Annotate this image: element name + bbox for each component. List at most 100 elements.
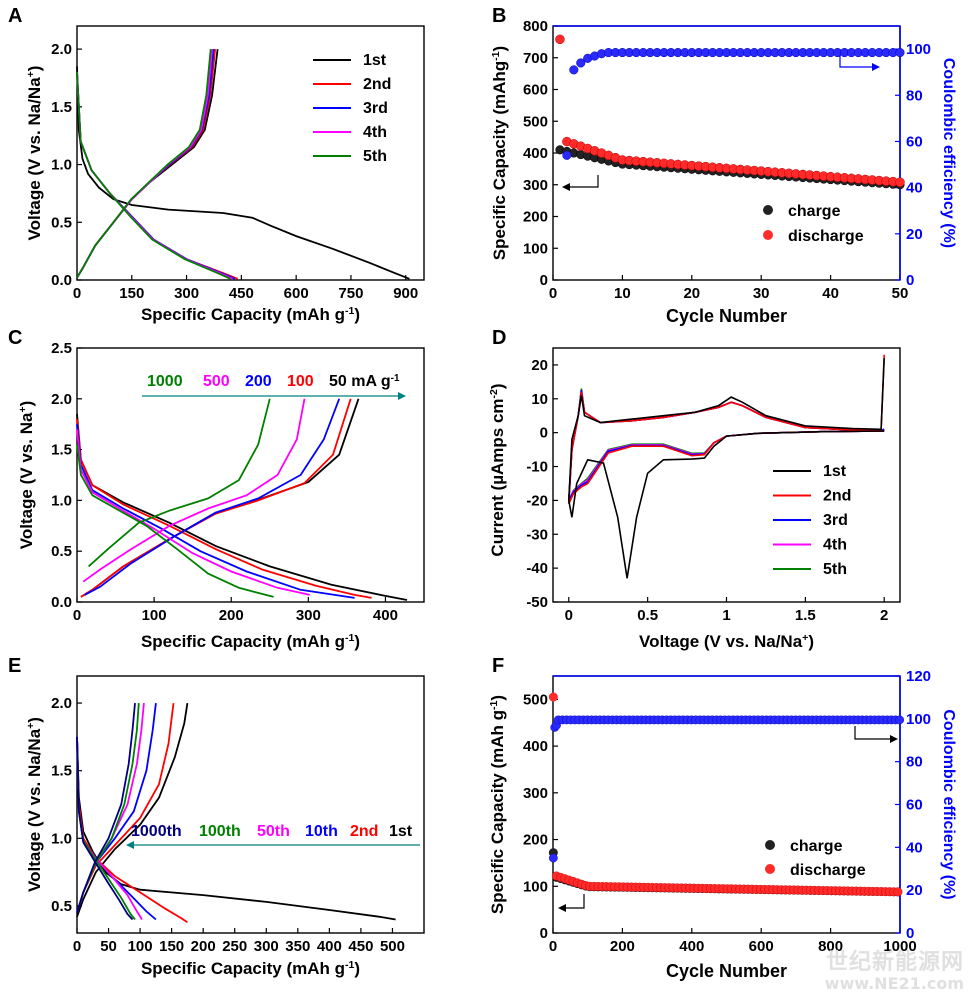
x-tick-label: 450 [348, 938, 373, 955]
capacity-arrowhead [558, 904, 566, 912]
x-tick-label: 350 [285, 938, 310, 955]
y-tick-label: 100 [523, 878, 548, 895]
y-tick-label: 600 [523, 82, 548, 99]
x-tick-label: 1000 [883, 938, 916, 955]
label-superscript: + [17, 406, 29, 412]
rate-label: 200 [245, 373, 272, 390]
y-tick-label: -50 [526, 594, 548, 611]
y2-tick-label: 100 [906, 711, 931, 728]
legend-label: 1st [823, 463, 847, 480]
y-tick-label: 2.0 [51, 391, 72, 408]
legend-label: 1st [363, 52, 387, 69]
x-tick-label: 800 [818, 938, 843, 955]
x-tick-label: 500 [380, 938, 405, 955]
series-line-3rd [568, 390, 885, 501]
panel-b: 0 10 20 30 40 5001002003004005006007008000204… [490, 5, 957, 326]
label-superscript: -1 [345, 305, 355, 317]
y-tick-label: 10 [531, 391, 548, 408]
x-tick-label: 0 [549, 938, 557, 955]
label-text: Specific Capacity (mAh g [488, 710, 507, 914]
legend-label: 2nd [823, 488, 851, 505]
y2-axis-title: Coulombic efficiency (%) [940, 709, 957, 899]
series-line-200-discharge [76, 424, 355, 599]
label-text: ) [354, 305, 360, 324]
legend-label: 2nd [363, 76, 391, 93]
label-text: Current (µAmps cm [488, 398, 507, 556]
series-line-5th-charge [76, 49, 212, 279]
panel-letter: A [8, 5, 22, 27]
y-axis-title: Specific Capacity (mAhg-1) [490, 46, 509, 260]
x-tick-label: 10 [614, 285, 631, 302]
y2-tick-label: 0 [906, 272, 914, 289]
legend-label: 5th [363, 148, 387, 165]
x-tick-label: 0 [73, 938, 81, 955]
plot-frame [76, 347, 425, 603]
y-tick-label: -30 [526, 526, 548, 543]
series-line-5th [568, 388, 885, 501]
label-text: ) [488, 695, 507, 701]
series-line-1000th-discharge [76, 736, 134, 921]
panel-c: 0 100 200 300 400 0.0 0.5 1.0 1.5 2.0 2.5 1000 500 20… [8, 327, 425, 651]
discharge-point [555, 34, 565, 45]
y-tick-label: -20 [526, 492, 548, 509]
efficiency-point [576, 58, 586, 68]
x-axis-title: Cycle Number [666, 306, 787, 326]
series-line-50-discharge [76, 413, 408, 601]
y-tick-label: 0.0 [51, 272, 72, 289]
y-tick-label: 200 [523, 209, 548, 226]
y-tick-label: 1.0 [51, 492, 72, 509]
discharge-point [895, 177, 905, 187]
legend-swatch [765, 864, 775, 874]
plot-frame [552, 347, 901, 603]
series-line-200-charge [84, 398, 341, 596]
efficiency-arrow [839, 55, 872, 68]
label-text: ) [490, 46, 509, 52]
x-tick-label: 1 [722, 607, 730, 624]
y-tick-label: 0 [540, 272, 548, 289]
legend-swatch [765, 840, 775, 850]
y2-tick-label: 40 [906, 839, 923, 856]
y-tick-label: 0.5 [51, 543, 72, 560]
y-tick-label: 2.0 [51, 695, 72, 712]
series-line-100-discharge [76, 419, 372, 599]
legend-label: 3rd [823, 512, 848, 529]
x-axis-title: Specific Capacity (mAh g-1) [141, 305, 360, 324]
legend-label: discharge [790, 862, 866, 879]
label-superscript: -1 [391, 373, 400, 384]
x-axis-title: Specific Capacity (mAh g-1) [141, 959, 360, 978]
y-tick-label: 2.5 [51, 340, 72, 357]
legend-label: 4th [823, 537, 847, 554]
y2-tick-label: 80 [906, 754, 923, 771]
y-tick-label: 300 [523, 177, 548, 194]
series-line-1st-discharge [76, 66, 410, 280]
y-tick-label: -10 [526, 459, 548, 476]
label-superscript: -1 [490, 51, 502, 61]
label-text: 200 [245, 373, 272, 390]
x-tick-label: 40 [822, 285, 839, 302]
x-tick-label: 900 [393, 285, 418, 302]
y-tick-label: 200 [523, 832, 548, 849]
series-line-1st [567, 358, 885, 579]
label-superscript: -2 [488, 389, 500, 399]
series-line-1st-charge [76, 702, 189, 918]
x-tick-label: 400 [317, 938, 342, 955]
panel-letter: E [8, 655, 21, 677]
rate-label: 100 [287, 373, 314, 390]
capacity-arrow [566, 894, 585, 909]
label-text: ) [354, 632, 360, 651]
legend-label: 5th [823, 561, 847, 578]
label-superscript: -1 [345, 632, 355, 644]
series-line-100-charge [80, 398, 352, 598]
x-axis-title: Specific Capacity (mAh g-1) [141, 632, 360, 651]
panel-e: 0 50 100 150 200 250 300 350 400 450 500 0.5 1.0 1.5 2… [8, 655, 425, 978]
efficiency-point [895, 48, 905, 58]
x-axis-title: Voltage (V vs. Na/Na+) [639, 632, 814, 651]
legend-label: 3rd [363, 100, 388, 117]
y-tick-label: 0.5 [51, 898, 72, 915]
label-text: 100 [287, 373, 314, 390]
x-tick-label: 0 [549, 285, 557, 302]
label-text: ) [25, 717, 44, 723]
series-line-1000-charge [87, 398, 271, 568]
legend-swatch [763, 205, 773, 215]
label-text: Voltage (V vs. Na [17, 412, 36, 549]
